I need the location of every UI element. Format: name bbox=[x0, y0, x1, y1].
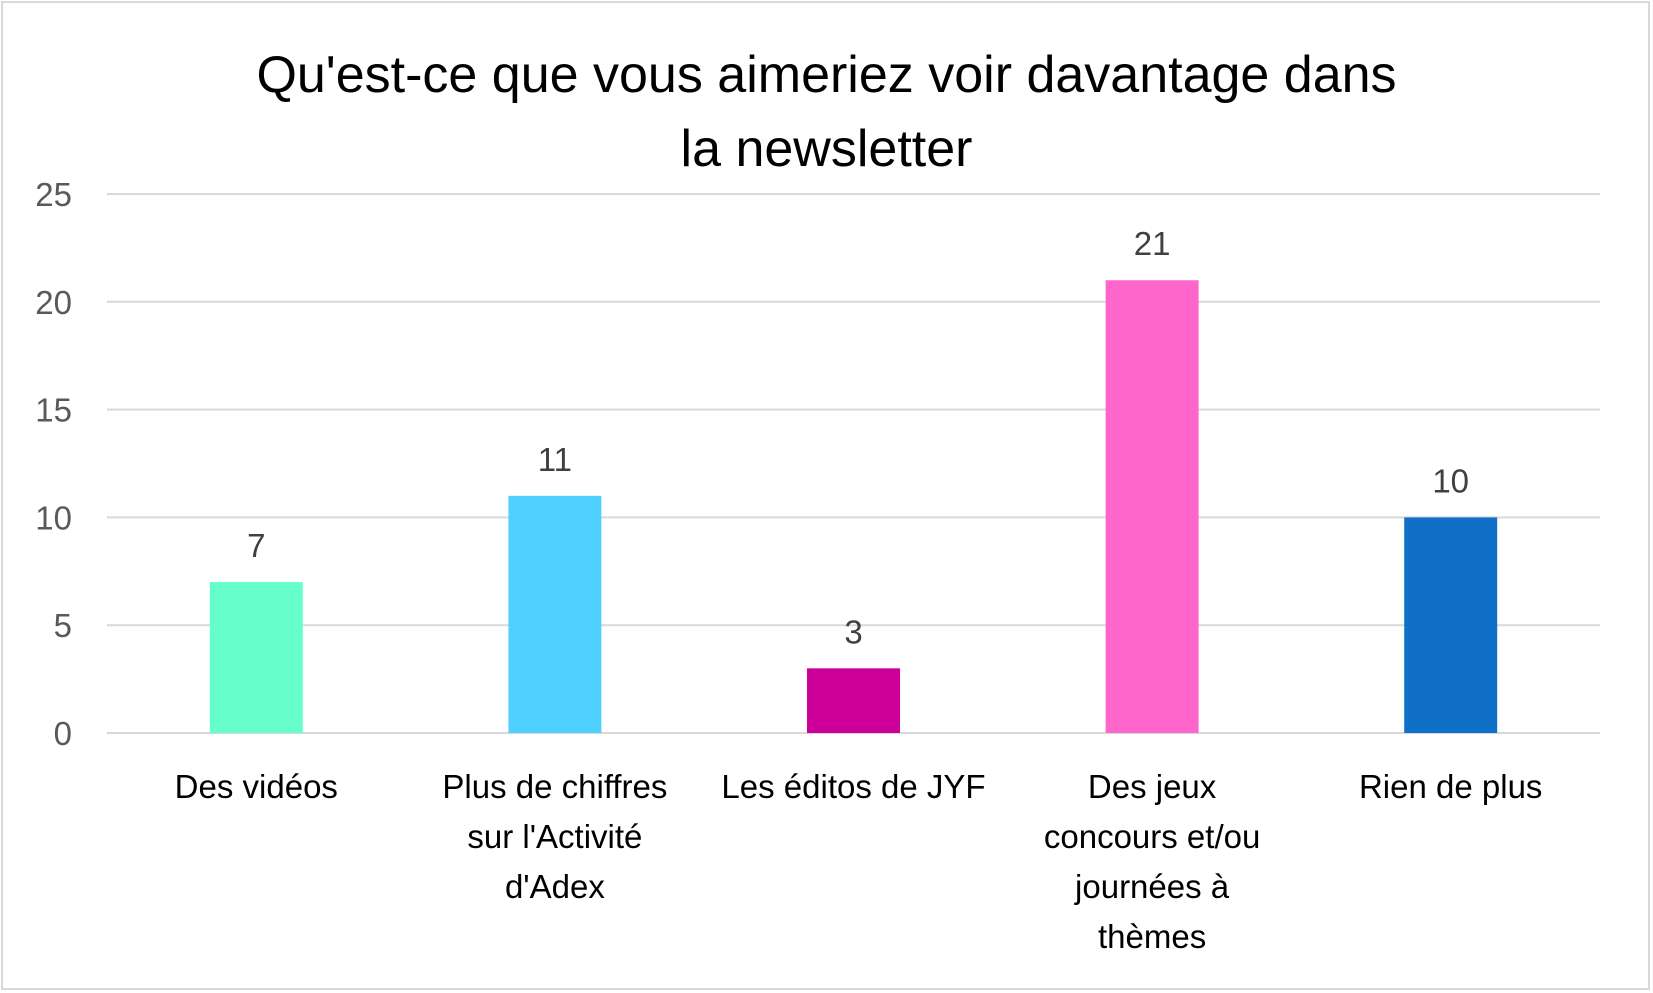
data-label: 11 bbox=[538, 441, 572, 478]
bar bbox=[508, 495, 602, 733]
x-tick-label: Des jeux concours et/ou journées à thèmes bbox=[1044, 768, 1260, 955]
bar bbox=[209, 582, 303, 733]
data-label: 10 bbox=[1432, 462, 1469, 499]
data-label: 3 bbox=[844, 613, 862, 650]
y-tick-label: 0 bbox=[54, 715, 72, 752]
y-tick-label: 15 bbox=[35, 392, 72, 429]
y-tick-label: 5 bbox=[54, 607, 72, 644]
bar bbox=[807, 668, 900, 733]
chart-title: Qu'est-ce que vous aimeriez voir davanta… bbox=[0, 38, 1653, 186]
chart-title-line-1: Qu'est-ce que vous aimeriez voir davanta… bbox=[256, 46, 1397, 104]
x-tick-label: Des vidéos bbox=[175, 768, 338, 805]
x-tick-label: Les éditos de JYF bbox=[721, 768, 985, 805]
y-tick-label: 25 bbox=[35, 176, 72, 213]
bar bbox=[1105, 280, 1199, 733]
data-label: 21 bbox=[1134, 225, 1171, 262]
x-tick-label: Plus de chiffres sur l'Activité d'Adex bbox=[442, 768, 667, 905]
chart-title-line-2: la newsletter bbox=[680, 120, 973, 178]
y-tick-label: 20 bbox=[35, 284, 72, 321]
bar bbox=[1404, 517, 1498, 733]
y-tick-label: 10 bbox=[35, 499, 72, 536]
x-tick-label: Rien de plus bbox=[1359, 768, 1542, 805]
data-label: 7 bbox=[247, 527, 265, 564]
